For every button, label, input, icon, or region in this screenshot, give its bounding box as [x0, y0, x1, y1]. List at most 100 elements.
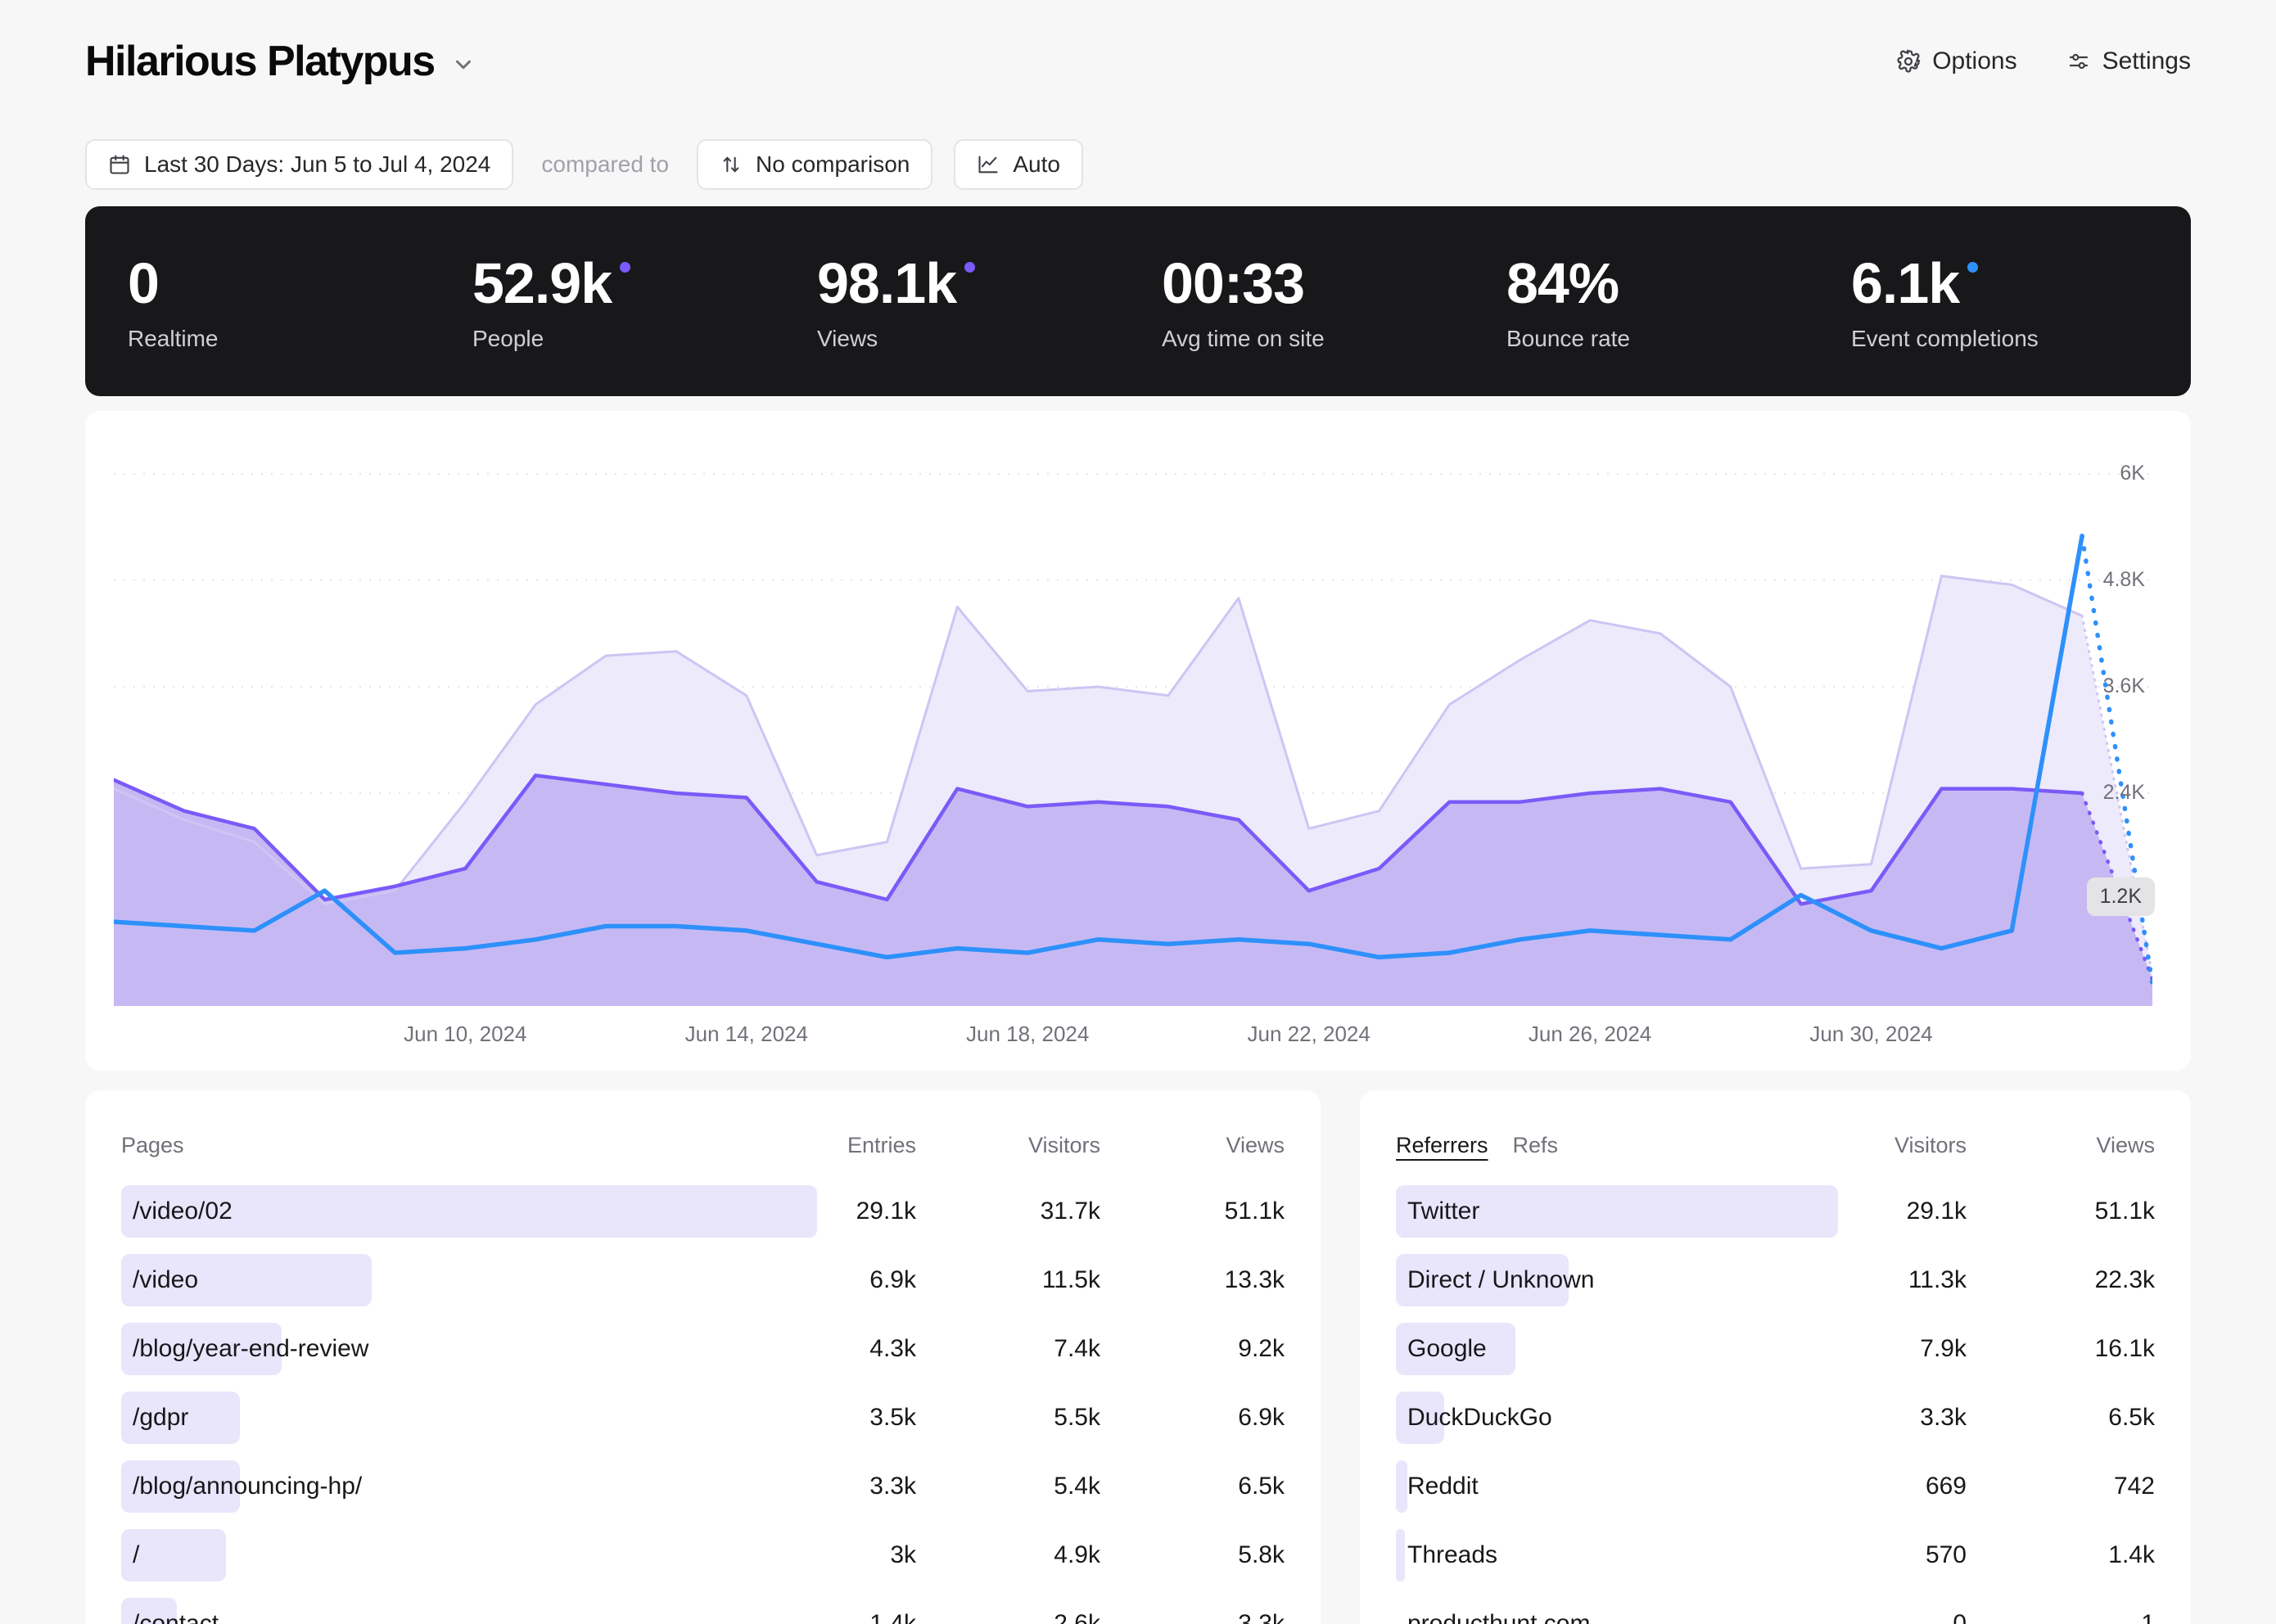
date-range-button[interactable]: Last 30 Days: Jun 5 to Jul 4, 2024: [85, 139, 514, 190]
row-name-cell: Threads: [1396, 1529, 1778, 1581]
options-button[interactable]: Options: [1896, 47, 2017, 75]
compared-to-label: compared to: [541, 151, 670, 177]
column-views: Views: [2096, 1132, 2155, 1157]
y-axis-tick: 4.8K: [2102, 568, 2145, 591]
column-visitors: Visitors: [1027, 1132, 1100, 1157]
page-title: Hilarious Platypus: [85, 38, 436, 85]
stat-event-completions: 6.1k Event completions: [1851, 250, 2196, 352]
row-name-cell: Twitter: [1396, 1185, 1838, 1238]
row-bar: [121, 1392, 240, 1444]
pages-title: Pages: [121, 1132, 184, 1157]
x-axis-label: Jun 30, 2024: [1809, 1022, 1933, 1046]
row-value-visitors: 669: [1925, 1473, 1967, 1500]
stat-label: Avg time on site: [1162, 326, 1325, 351]
row-label: DuckDuckGo: [1407, 1404, 1552, 1431]
row-value-entries: 29.1k: [856, 1198, 916, 1225]
chart-mode-button[interactable]: Auto: [954, 139, 1083, 190]
table-row[interactable]: /contact 1.4k 2.6k 3.3k: [121, 1590, 1285, 1624]
row-value-visitors: 4.9k: [1054, 1541, 1100, 1568]
table-row[interactable]: /blog/year-end-review 4.3k 7.4k 9.2k: [121, 1315, 1285, 1383]
table-row[interactable]: /gdpr 3.5k 5.5k 6.9k: [121, 1383, 1285, 1452]
row-label: Threads: [1407, 1541, 1498, 1568]
stat-value: 6.1k: [1851, 250, 2196, 316]
stat-value: 0: [128, 251, 160, 315]
row-bar: [121, 1323, 282, 1375]
row-value-visitors: 0: [1953, 1610, 1967, 1624]
row-value-entries: 6.9k: [869, 1266, 916, 1293]
table-row[interactable]: Google 7.9k 16.1k: [1396, 1315, 2155, 1383]
stat-value: 84%: [1506, 251, 1619, 315]
row-label: /blog/year-end-review: [133, 1335, 369, 1362]
table-row[interactable]: Threads 570 1.4k: [1396, 1521, 2155, 1590]
tab-referrers[interactable]: Referrers: [1396, 1132, 1488, 1157]
row-name-cell: producthunt.com: [1396, 1598, 1778, 1624]
settings-button[interactable]: Settings: [2066, 47, 2191, 75]
stat-label: Event completions: [1851, 326, 2039, 351]
row-value-visitors: 3.3k: [1920, 1404, 1967, 1431]
row-label: /contact: [133, 1610, 219, 1624]
stat-dot: [620, 262, 631, 273]
stat-label: Views: [817, 326, 878, 351]
comparison-label: No comparison: [756, 151, 910, 177]
row-name-cell: /video: [121, 1254, 732, 1306]
y-axis-tick: 3.6K: [2102, 674, 2145, 697]
row-value-entries: 1.4k: [869, 1610, 916, 1624]
table-row[interactable]: /video/02 29.1k 31.7k 51.1k: [121, 1177, 1285, 1246]
table-row[interactable]: / 3k 4.9k 5.8k: [121, 1521, 1285, 1590]
column-views: Views: [1226, 1132, 1285, 1157]
y-axis-tick: 1.2K: [2086, 877, 2155, 916]
table-row[interactable]: DuckDuckGo 3.3k 6.5k: [1396, 1383, 2155, 1452]
comparison-button[interactable]: No comparison: [697, 139, 933, 190]
row-value-entries: 3.3k: [869, 1473, 916, 1500]
row-name-cell: Direct / Unknown: [1396, 1254, 1778, 1306]
x-axis-label: Jun 14, 2024: [684, 1022, 808, 1046]
row-label: Direct / Unknown: [1407, 1266, 1595, 1293]
row-value-views: 22.3k: [2094, 1266, 2155, 1293]
stat-dot: [964, 262, 976, 273]
row-name-cell: /: [121, 1529, 732, 1581]
table-row[interactable]: Direct / Unknown 11.3k 22.3k: [1396, 1246, 2155, 1315]
referrers-table-body: Twitter 29.1k 51.1k Direct / Unknown 11.3k 22…: [1396, 1177, 2155, 1624]
row-bar: [121, 1254, 372, 1306]
row-value-views: 51.1k: [1224, 1198, 1285, 1225]
header-actions: Options Settings: [1896, 47, 2191, 75]
y-axis-tick: 2.4K: [2102, 781, 2145, 804]
row-label: /video/02: [133, 1198, 233, 1225]
row-value-visitors: 31.7k: [1040, 1198, 1100, 1225]
referrers-tabs: Referrers Refs: [1396, 1133, 1778, 1158]
row-label: /video: [133, 1266, 199, 1293]
row-value-visitors: 5.4k: [1054, 1473, 1100, 1500]
row-value-views: 51.1k: [2094, 1198, 2155, 1225]
row-value-views: 16.1k: [2094, 1335, 2155, 1362]
site-switcher[interactable]: Hilarious Platypus: [85, 37, 476, 86]
row-value-views: 6.9k: [1238, 1404, 1285, 1431]
chart-card: 6K 4.8K 3.6K 2.4K 1.2K Jun 10, 2024 Jun 14, 2…: [85, 411, 2191, 1071]
row-value-views: 742: [2113, 1473, 2155, 1500]
table-row[interactable]: producthunt.com 0 1: [1396, 1590, 2155, 1624]
compare-arrows-icon: [723, 156, 739, 173]
stats-bar: 0 Realtime 52.9k People 98.1k Views 00:33 Avg t…: [85, 206, 2191, 396]
stat-value: 52.9k: [472, 250, 817, 316]
row-name-cell: /blog/announcing-hp/: [121, 1460, 732, 1513]
row-value-views: 5.8k: [1238, 1541, 1285, 1568]
table-row[interactable]: Twitter 29.1k 51.1k: [1396, 1177, 2155, 1246]
table-row[interactable]: /video 6.9k 11.5k 13.3k: [121, 1246, 1285, 1315]
tab-refs[interactable]: Refs: [1512, 1132, 1559, 1157]
date-range-label: Last 30 Days: Jun 5 to Jul 4, 2024: [144, 151, 491, 177]
row-label: producthunt.com: [1407, 1610, 1591, 1624]
x-axis-label: Jun 18, 2024: [966, 1022, 1090, 1046]
row-value-visitors: 29.1k: [1906, 1198, 1967, 1225]
row-value-entries: 4.3k: [869, 1335, 916, 1362]
chevron-down-icon: [455, 60, 471, 70]
row-name-cell: DuckDuckGo: [1396, 1392, 1778, 1444]
row-label: /blog/announcing-hp/: [133, 1473, 363, 1500]
row-value-visitors: 11.3k: [1908, 1266, 1967, 1293]
stat-bounce-rate: 84% Bounce rate: [1506, 250, 1851, 352]
stat-realtime: 0 Realtime: [128, 250, 472, 352]
stat-people: 52.9k People: [472, 250, 817, 352]
row-bar: [121, 1529, 226, 1581]
table-row[interactable]: Reddit 669 742: [1396, 1452, 2155, 1521]
pages-table-body: /video/02 29.1k 31.7k 51.1k/video 6.9k 11.5k 1…: [121, 1177, 1285, 1624]
table-row[interactable]: /blog/announcing-hp/3.3k 5.4k 6.5k: [121, 1452, 1285, 1521]
x-axis-label: Jun 10, 2024: [404, 1022, 527, 1046]
